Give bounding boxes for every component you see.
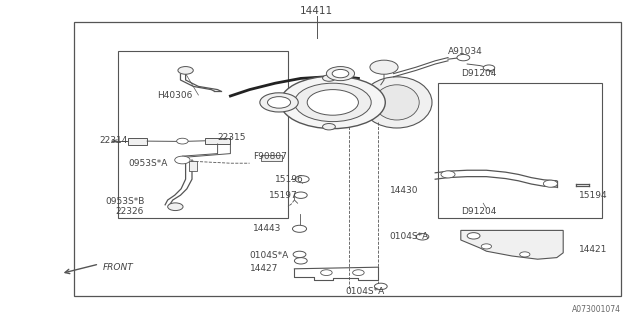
Circle shape [467, 233, 480, 239]
Text: 22326: 22326 [115, 207, 143, 216]
Text: 22314: 22314 [99, 136, 127, 145]
Text: 15196: 15196 [275, 175, 304, 184]
Circle shape [323, 124, 335, 130]
Ellipse shape [362, 77, 432, 128]
Circle shape [295, 176, 309, 183]
Text: H40306: H40306 [157, 92, 192, 100]
Circle shape [520, 252, 530, 257]
Text: 0104S*A: 0104S*A [389, 232, 428, 241]
Text: 14427: 14427 [250, 264, 278, 273]
Circle shape [457, 54, 470, 61]
Text: F90807: F90807 [253, 152, 287, 161]
Text: 0104S*A: 0104S*A [250, 252, 289, 260]
Bar [438, 83, 602, 218]
Bar [189, 161, 197, 171]
Text: 15194: 15194 [579, 191, 608, 200]
Circle shape [178, 67, 193, 74]
Circle shape [374, 283, 387, 290]
Circle shape [441, 171, 455, 178]
Bar [74, 22, 621, 296]
Circle shape [168, 203, 183, 211]
Text: 14421: 14421 [579, 245, 607, 254]
Text: 14430: 14430 [390, 186, 419, 195]
Ellipse shape [374, 85, 419, 120]
Text: 0953S*B: 0953S*B [106, 197, 145, 206]
Circle shape [260, 93, 298, 112]
Circle shape [268, 97, 291, 108]
Polygon shape [461, 230, 563, 259]
Circle shape [292, 225, 307, 232]
Text: D91204: D91204 [461, 69, 496, 78]
Bar [205, 138, 230, 144]
Circle shape [294, 192, 307, 198]
Circle shape [294, 83, 371, 122]
Text: A91034: A91034 [448, 47, 483, 56]
Bar [118, 51, 288, 218]
Circle shape [416, 234, 429, 240]
Text: A073001074: A073001074 [572, 305, 621, 314]
Text: 0953S*A: 0953S*A [128, 159, 168, 168]
Circle shape [326, 67, 355, 81]
Circle shape [293, 251, 306, 258]
Text: FRONT: FRONT [102, 263, 133, 272]
Circle shape [483, 65, 495, 71]
Circle shape [280, 76, 385, 129]
Circle shape [175, 156, 190, 164]
Circle shape [370, 60, 398, 74]
Circle shape [332, 69, 349, 78]
Bar [128, 138, 147, 145]
Text: 0104S*A: 0104S*A [346, 287, 385, 296]
Circle shape [543, 180, 557, 187]
Bar [261, 155, 282, 161]
Text: 22315: 22315 [218, 133, 246, 142]
Text: D91204: D91204 [461, 207, 496, 216]
Circle shape [307, 90, 358, 115]
Circle shape [294, 258, 307, 264]
Text: 14411: 14411 [300, 6, 333, 16]
Circle shape [323, 75, 335, 81]
Circle shape [353, 270, 364, 276]
Circle shape [481, 244, 492, 249]
Text: 14443: 14443 [253, 224, 281, 233]
Circle shape [177, 138, 188, 144]
Circle shape [321, 270, 332, 276]
Text: 15197: 15197 [269, 191, 298, 200]
